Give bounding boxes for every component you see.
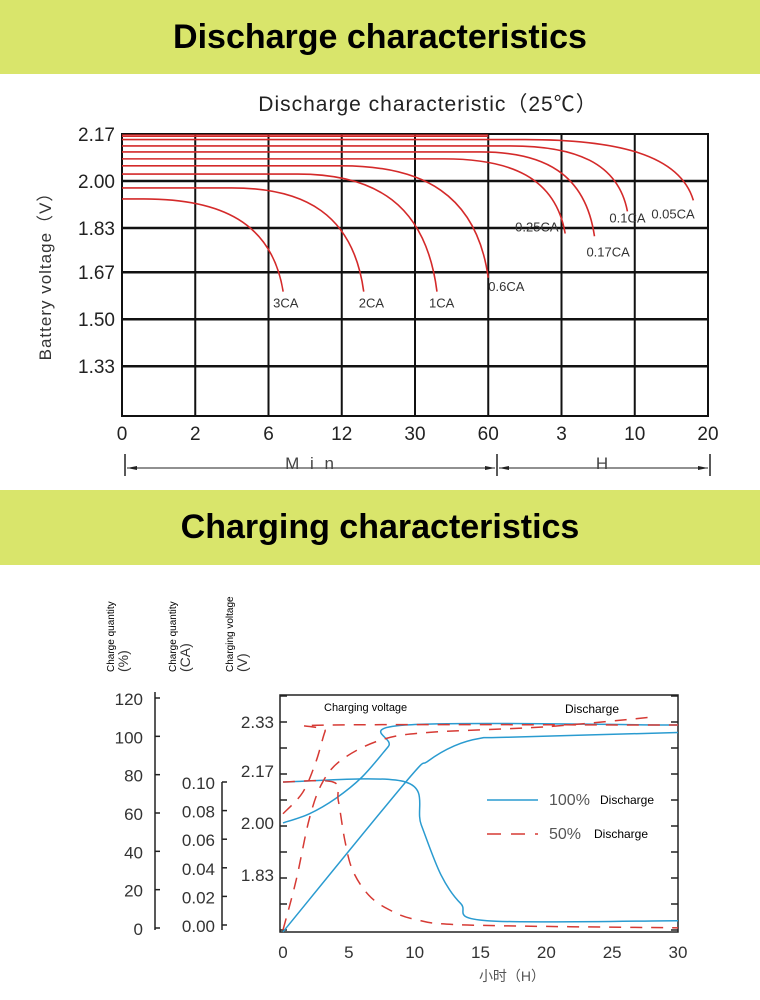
charging-plot-frame (279, 694, 679, 933)
discharge-x-tick-label: 20 (697, 424, 718, 445)
legend-pct: 100% (549, 792, 590, 809)
discharge-curve-0.25CA (122, 158, 566, 234)
legend-label: Discharge (594, 827, 648, 841)
discharge-x-tick-label: 10 (624, 424, 645, 445)
discharge-curve-label: 0.17CA (586, 244, 630, 259)
quantity-tick-label: 80 (124, 767, 143, 786)
quantity-tick-label: 20 (124, 882, 143, 901)
discharge-x-tick-label: 2 (190, 424, 201, 445)
charging-curve-50-quantity (282, 716, 652, 931)
charging-x-label: 小时（H） (479, 968, 545, 984)
axis-title-current_ca: Charge quantity (168, 601, 179, 672)
quantity-tick-label: 120 (115, 690, 143, 709)
discharge-section-title: Discharge characteristics (173, 17, 587, 56)
discharge-curve-label: 0.1CA (609, 210, 645, 225)
axis-title-quantity_pct: Charge quantity (106, 601, 117, 672)
current-tick-label: 0.06 (182, 831, 215, 850)
discharge-y-tick-label: 1.67 (78, 263, 115, 284)
discharge-y-tick-label: 2.00 (78, 172, 115, 193)
discharge-y-tick-label: 1.50 (78, 310, 115, 331)
discharge-curve-label: 3CA (273, 296, 299, 311)
unit-label: H (596, 454, 611, 473)
discharge-chart-title: Discharge characteristic（25℃） (258, 93, 597, 116)
charging-curve-100-quantity (282, 731, 679, 933)
charging-curve-50-current (282, 779, 679, 929)
discharge-curve-2CA (122, 187, 365, 292)
current-tick-label: 0.00 (182, 917, 215, 936)
discharge-y-tick-label: 1.33 (78, 357, 115, 378)
charging-curve-100-current (282, 778, 679, 923)
discharge-curve-label: 0.6CA (488, 279, 524, 294)
charging-x-tick-label: 5 (344, 943, 353, 962)
annotation-charging-voltage: Charging voltage (324, 702, 407, 714)
quantity-tick-label: 60 (124, 805, 143, 824)
discharge-x-tick-label: 60 (478, 424, 499, 445)
discharge-x-tick-label: 30 (404, 424, 425, 445)
charging-x-tick-label: 10 (405, 943, 424, 962)
voltage-tick-label: 2.00 (241, 814, 274, 833)
discharge-y-label: Battery voltage（V） (36, 184, 55, 361)
discharge-section-banner: Discharge characteristics (0, 0, 760, 74)
charging-x-tick-label: 30 (669, 943, 688, 962)
axis-unit-current_ca: (CA) (177, 643, 193, 672)
discharge-x-tick-label: 0 (117, 424, 128, 445)
current-tick-label: 0.04 (182, 860, 215, 879)
charging-x-tick-label: 25 (603, 943, 622, 962)
discharge-curve-0.05CA (122, 138, 695, 201)
quantity-tick-label: 40 (124, 843, 143, 862)
discharge-x-tick-label: 12 (331, 424, 352, 445)
discharge-curve-label: 0.25CA (515, 220, 559, 235)
discharge-curve-label: 0.05CA (651, 206, 695, 221)
axis-unit-quantity_pct: (%) (115, 650, 131, 672)
discharge-y-tick-label: 2.17 (78, 125, 115, 146)
discharge-y-tick-label: 1.83 (78, 219, 115, 240)
discharge-curve-0.1CA (122, 145, 629, 212)
current-tick-label: 0.02 (182, 888, 215, 907)
quantity-tick-label: 0 (134, 920, 143, 939)
charging-x-tick-label: 0 (278, 943, 287, 962)
discharge-x-tick-label: 6 (263, 424, 274, 445)
voltage-tick-label: 2.33 (241, 713, 274, 732)
discharge-curve-3CA (122, 198, 284, 292)
legend-pct: 50% (549, 826, 581, 843)
charging-curve-50-voltage (282, 723, 679, 815)
current-tick-label: 0.08 (182, 803, 215, 822)
discharge-x-tick-label: 3 (556, 424, 567, 445)
annotation-discharge: Discharge (565, 702, 619, 716)
voltage-tick-label: 2.17 (241, 762, 274, 781)
charging-section-banner: Charging characteristics (0, 490, 760, 565)
discharge-curve-0.17CA (122, 151, 596, 237)
charging-x-tick-label: 20 (537, 943, 556, 962)
charging-curve-100-voltage (282, 722, 679, 824)
legend-label: Discharge (600, 793, 654, 807)
axis-title-voltage_v: Charging voltage (225, 596, 236, 672)
discharge-curve-label: 1CA (429, 296, 455, 311)
discharge-curve-1CA (122, 173, 438, 292)
current-tick-label: 0.10 (182, 774, 215, 793)
discharge-curve-label: 2CA (359, 296, 385, 311)
unit-label: M i n (285, 454, 337, 473)
charging-section-title: Charging characteristics (180, 508, 580, 546)
voltage-tick-label: 1.83 (241, 866, 274, 885)
axis-unit-voltage_v: (V) (234, 653, 250, 672)
charging-x-tick-label: 15 (471, 943, 490, 962)
discharge-curve-0.6CA (122, 164, 490, 278)
quantity-tick-label: 100 (115, 728, 143, 747)
